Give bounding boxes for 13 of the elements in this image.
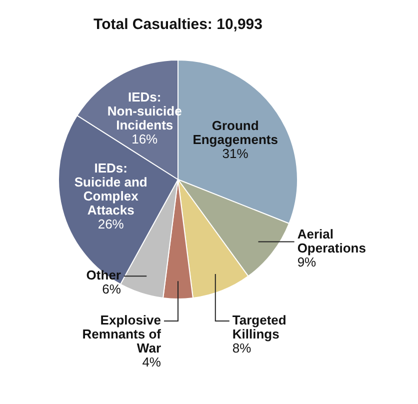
slice-label: Targeted Killings <box>232 312 286 342</box>
data-label: 4% <box>142 354 162 370</box>
slice-label: IEDs: Suicide and Complex Attacks <box>74 160 148 218</box>
chart-title: Total Casualties: 10,993 <box>94 16 262 34</box>
data-label: 6% <box>102 282 122 297</box>
slice-label: Explosive Remnants of War <box>82 312 162 356</box>
data-label: 9% <box>297 254 317 270</box>
slice-label: Aerial Operations <box>297 226 366 256</box>
data-label: 8% <box>232 340 252 356</box>
slice-label: Ground Engagements <box>192 118 278 148</box>
data-label: 26% <box>98 216 124 232</box>
data-label: 31% <box>222 146 249 162</box>
data-label: 16% <box>132 131 158 146</box>
